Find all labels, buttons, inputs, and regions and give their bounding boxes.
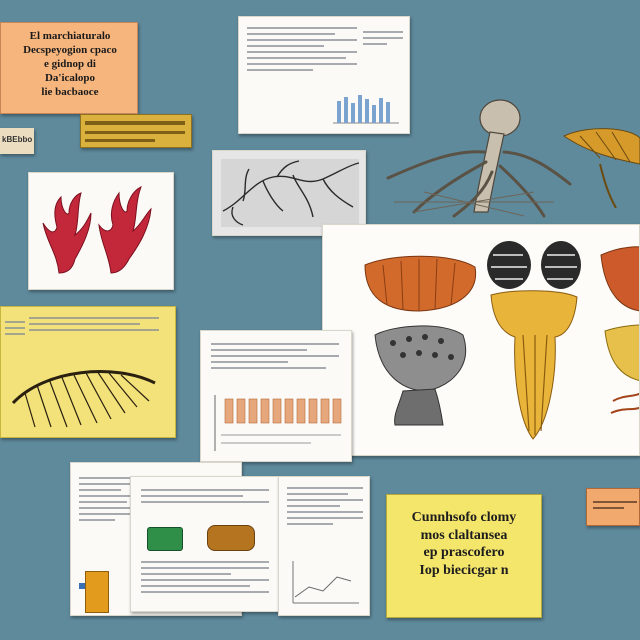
fungus-cap-icon [364, 255, 477, 312]
skeleton-creature-icon [386, 99, 572, 218]
right-document [278, 476, 370, 616]
coral-illustration-icon [42, 185, 152, 274]
bar-graph-icon [333, 95, 399, 124]
sticky-line: ep prascofero [423, 545, 505, 560]
orange-bar-chart-icon [214, 395, 342, 451]
orange-box-icon [85, 571, 109, 613]
orange-tag [586, 488, 640, 526]
comb-fan-icon [11, 370, 156, 428]
branching-tree-icon [221, 159, 360, 227]
orange-note-line: Da'icalopo [44, 72, 96, 85]
yellow-specimen-icon [490, 290, 578, 440]
orange-note-line: Decspeyogion cpaco [23, 44, 117, 57]
tag-strip-text: kBEbbo [2, 135, 33, 144]
sticky-line: Iop biecicgar n [419, 562, 509, 578]
anatomy-illustration [364, 241, 639, 440]
coral-card [28, 172, 174, 290]
orange-note-text: El marchiaturalo Decspeyogion cpaco e gi… [7, 29, 133, 99]
yellow-sticky-text: Cunnhsofo clomy mos claltansea ep prasco… [393, 509, 535, 579]
grey-coral-icon [374, 325, 467, 426]
document-chart-card [238, 16, 410, 134]
orange-note-line: lie bacbaoce [41, 86, 99, 99]
yellow-sticky-note: Cunnhsofo clomy mos claltansea ep prasco… [386, 494, 542, 618]
middle-chart-card [200, 330, 352, 462]
anatomy-panel [322, 224, 640, 456]
sticky-line: Cunnhsofo clomy [411, 510, 517, 525]
insect-wing-icon [562, 128, 640, 208]
ridged-shell-icon [487, 241, 581, 289]
tag-strip: kBEbbo [0, 128, 34, 154]
branches-card [212, 150, 366, 236]
green-specimen-icon [147, 527, 183, 551]
small-line-chart-icon [292, 561, 359, 604]
brown-specimen-icon [207, 525, 255, 551]
orange-note-line: El marchiaturalo [29, 30, 111, 42]
sticky-line: mos claltansea [420, 527, 508, 543]
fan-card [0, 306, 176, 438]
orange-note-line: e gidnop di [44, 58, 96, 71]
specimen-document [130, 476, 280, 612]
orange-note-card: El marchiaturalo Decspeyogion cpaco e gi… [0, 22, 138, 114]
gold-bar [80, 114, 192, 148]
